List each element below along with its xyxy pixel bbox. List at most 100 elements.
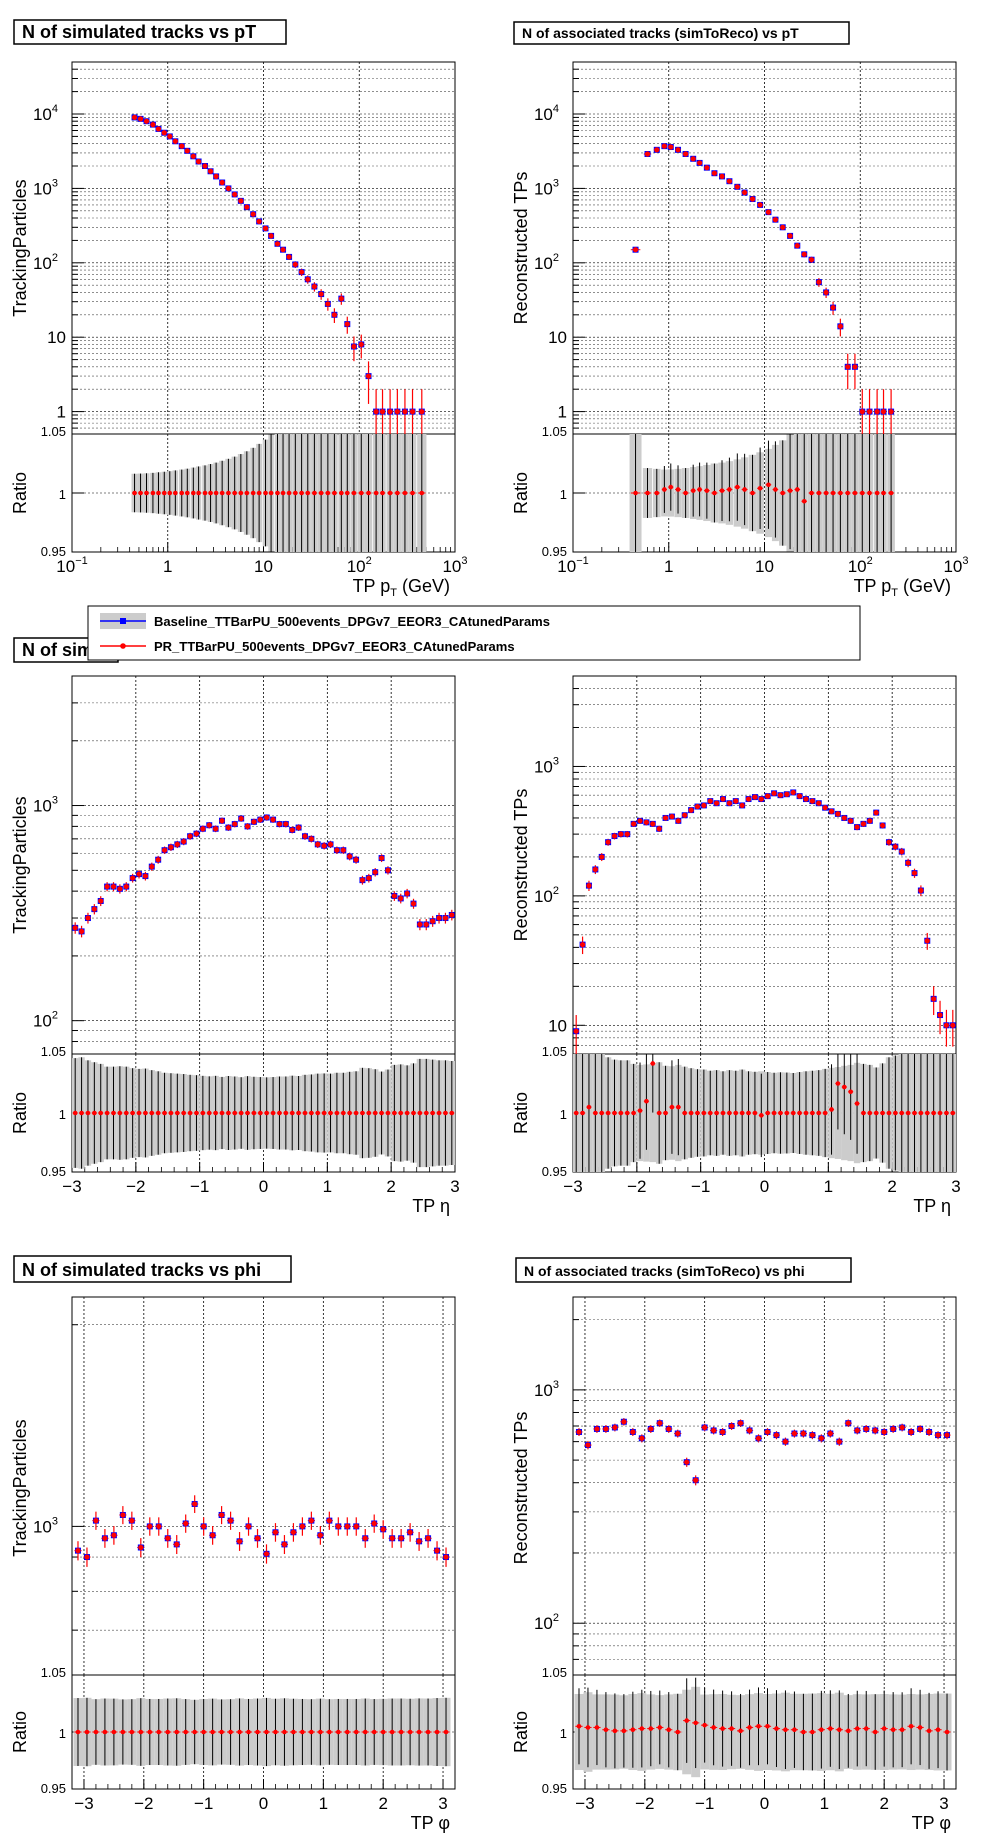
- ratio-point: [747, 1725, 752, 1730]
- pr-point: [184, 148, 190, 154]
- pr-point: [250, 211, 256, 217]
- pr-point: [745, 796, 752, 802]
- ratio-point: [387, 490, 393, 496]
- ratio-point: [845, 490, 851, 496]
- pr-point: [801, 251, 807, 257]
- ratio-point: [752, 1110, 758, 1116]
- chart-title: N of simulated tracks vs phi: [22, 1260, 261, 1280]
- pr-point: [675, 818, 681, 824]
- x-tick-exponent: 2: [867, 555, 873, 567]
- pr-point: [694, 803, 701, 810]
- pr-point: [398, 1535, 404, 1541]
- ratio-point: [585, 1725, 591, 1730]
- pr-point: [263, 1551, 270, 1557]
- ratio-point: [327, 1729, 332, 1735]
- pr-point: [130, 875, 136, 881]
- pr-point: [787, 233, 793, 239]
- ratio-point: [693, 1720, 698, 1726]
- ratio-point: [707, 1110, 713, 1116]
- ratio-point: [765, 1724, 770, 1729]
- pr-point: [334, 847, 340, 853]
- main-marks: [74, 1495, 450, 1567]
- ratio-point: [720, 1726, 725, 1731]
- y-axis-label: Reconstructed TPs: [511, 1412, 531, 1565]
- pr-point: [669, 813, 675, 820]
- ratio-point: [300, 1729, 305, 1735]
- pr-point: [225, 185, 232, 192]
- pr-point: [714, 800, 720, 806]
- pr-point: [905, 860, 911, 866]
- ratio-point: [268, 490, 274, 496]
- ratio-point: [771, 1110, 777, 1116]
- pr-point: [190, 153, 196, 159]
- ratio-band: [649, 1063, 656, 1163]
- ratio-point: [633, 490, 638, 496]
- ratio-point: [353, 1729, 359, 1735]
- pr-point: [594, 1426, 600, 1432]
- pr-point: [210, 1532, 216, 1538]
- pr-point: [123, 883, 129, 890]
- pr-point: [353, 1523, 359, 1529]
- pr-point: [661, 143, 667, 149]
- x-axis-label-part: TP η: [412, 1196, 450, 1216]
- pr-point: [782, 1439, 789, 1445]
- ratio-point: [200, 1110, 206, 1116]
- ratio-point: [366, 490, 371, 496]
- x-tick-exponent: 3: [962, 555, 968, 567]
- pr-point: [639, 1435, 645, 1441]
- ratio-point: [181, 1110, 187, 1116]
- ratio-point: [621, 1728, 627, 1734]
- ratio-point: [102, 1729, 108, 1735]
- ratio-point: [783, 1727, 788, 1733]
- y-tick-label: 103: [33, 1515, 58, 1536]
- ratio-tick-label: 1: [59, 1107, 66, 1122]
- ratio-point: [321, 1110, 327, 1116]
- ratio-point: [739, 1110, 745, 1116]
- ratio-point: [410, 490, 415, 496]
- ratio-axis-label: Ratio: [10, 1092, 30, 1134]
- pr-point: [683, 151, 689, 157]
- ratio-point: [72, 1110, 78, 1116]
- x-tick-label: −1: [190, 1177, 209, 1196]
- pr-point: [430, 918, 436, 924]
- x-axis-label: TP φ: [411, 1813, 450, 1833]
- x-tick-label: 10: [755, 557, 774, 576]
- pr-point: [227, 1518, 234, 1524]
- ratio-point: [417, 1110, 423, 1116]
- ratio-marks: [573, 1054, 956, 1172]
- ratio-tick-label: 1.05: [542, 1665, 567, 1680]
- y-tick-exponent: 2: [553, 885, 559, 897]
- y-tick-label: 1: [558, 403, 567, 422]
- pr-point: [283, 821, 289, 827]
- pr-point: [98, 898, 104, 904]
- ratio-point: [912, 1110, 917, 1116]
- ratio-point: [443, 1729, 449, 1735]
- ratio-axis-label: Ratio: [511, 1711, 531, 1753]
- ratio-point: [682, 1110, 688, 1116]
- pr-point: [380, 1526, 386, 1532]
- ratio-point: [136, 1110, 142, 1116]
- x-tick-label: 0: [760, 1794, 769, 1813]
- ratio-point: [573, 1110, 579, 1116]
- ratio-point: [774, 1726, 779, 1731]
- pr-point: [888, 409, 894, 415]
- ratio-point: [194, 1110, 199, 1116]
- ratio-point: [286, 490, 292, 496]
- ratio-point: [213, 490, 219, 496]
- ratio-point: [859, 490, 865, 496]
- pr-point: [728, 1423, 735, 1429]
- pr-point: [911, 870, 918, 876]
- ratio-point: [270, 1110, 276, 1116]
- pr-point: [419, 409, 425, 415]
- pr-point: [72, 925, 78, 931]
- ratio-point: [893, 1110, 898, 1116]
- pr-point: [305, 276, 311, 282]
- pr-point: [425, 1535, 431, 1541]
- ratio-point: [650, 1061, 656, 1066]
- ratio-tick-label: 1: [560, 487, 567, 502]
- ratio-tick-label: 0.95: [41, 1164, 66, 1179]
- pr-point: [791, 1430, 798, 1437]
- ratio-point: [648, 1726, 654, 1731]
- pr-point: [918, 887, 924, 894]
- ratio-axis-label: Ratio: [10, 472, 30, 514]
